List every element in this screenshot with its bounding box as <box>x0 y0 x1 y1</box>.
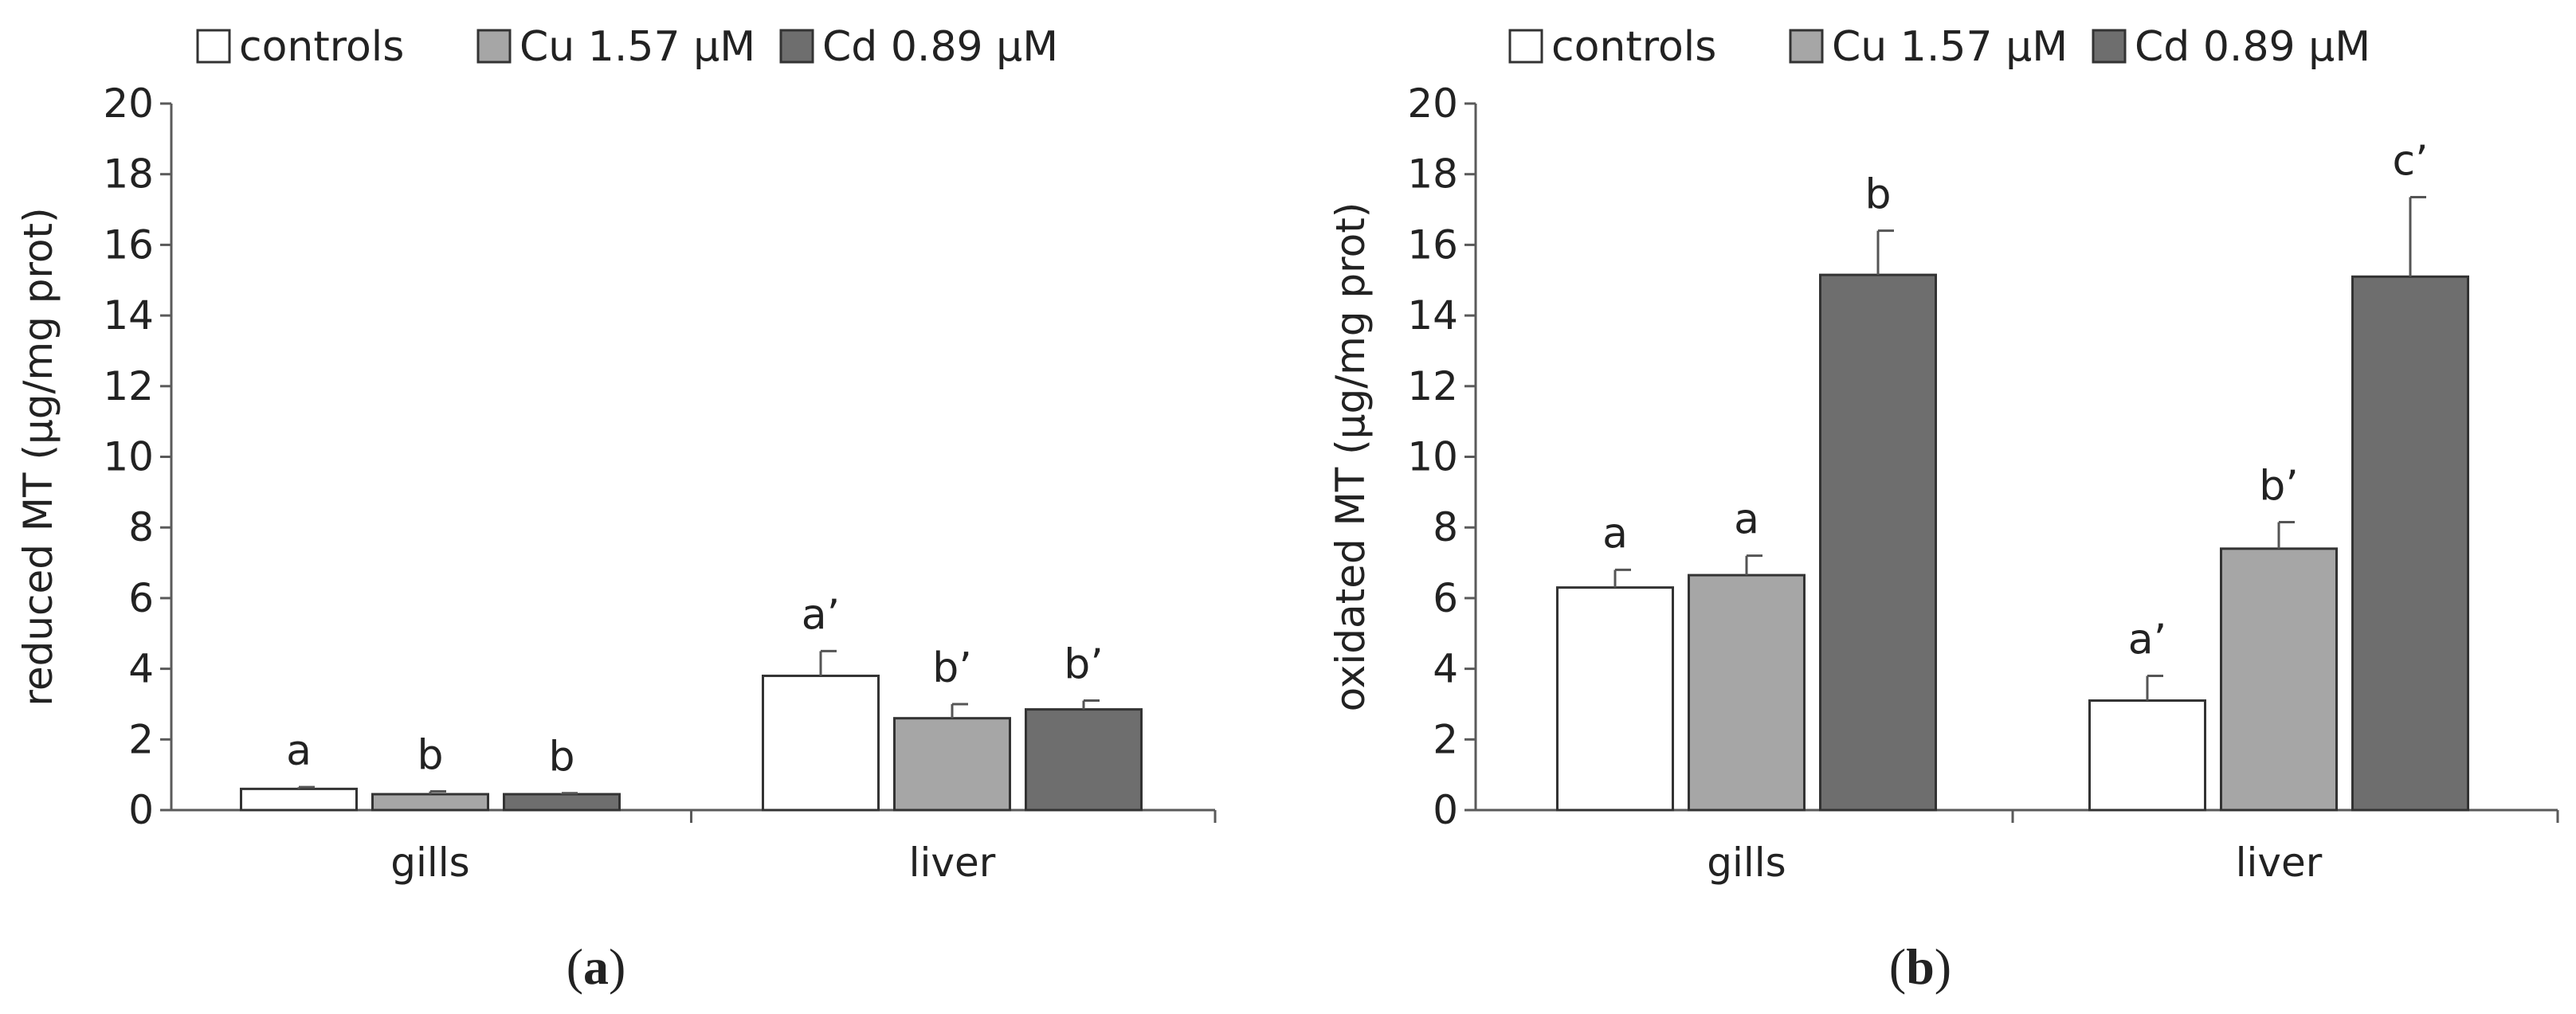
data-label-cu-liver: b’ <box>932 644 972 692</box>
bar-cu-gills <box>371 793 489 812</box>
y-tick-label: 0 <box>1433 787 1458 833</box>
y-axis-label: reduced MT (µg/mg prot) <box>15 207 61 706</box>
y-tick-label: 18 <box>1407 151 1458 198</box>
panel-b-oxidated-mt: 0 2 4 6 8 10 12 14 16 18 20 gills liver oxidated MT (… <box>1327 23 2559 995</box>
legend-swatch-cd <box>2092 29 2127 64</box>
x-tick-label-gills: gills <box>390 840 469 886</box>
y-tick-label: 4 <box>1433 646 1458 692</box>
bar-cu-gills <box>1688 574 1806 812</box>
bar-cu-liver <box>893 717 1011 812</box>
legend-swatch-cd <box>779 29 814 64</box>
bar-cd-liver <box>1025 708 1143 812</box>
y-tick-label: 8 <box>128 504 154 550</box>
bar-cd-gills <box>503 793 621 812</box>
y-tick-label: 18 <box>103 151 154 198</box>
panel-label: (a) <box>567 938 626 995</box>
legend-label-controls: controls <box>1551 23 1716 71</box>
bar-controls-gills <box>1556 586 1674 812</box>
bar-cu-liver <box>2220 547 2338 812</box>
bar-controls-liver <box>2088 699 2206 812</box>
data-label-cu-gills: a <box>1734 496 1759 544</box>
legend-swatch-controls <box>196 29 231 64</box>
y-tick-label: 20 <box>1407 80 1458 127</box>
bar-cd-liver <box>2351 275 2469 812</box>
data-label-cu-gills: b <box>417 731 443 779</box>
data-label-controls-liver: a’ <box>2128 616 2166 664</box>
y-tick-label: 12 <box>1407 363 1458 409</box>
x-tick-label-gills: gills <box>1707 840 1786 886</box>
y-tick-label: 16 <box>1407 221 1458 268</box>
data-label-cd-liver: b’ <box>1064 641 1104 689</box>
y-tick-label: 6 <box>128 575 154 621</box>
x-tick-label-liver: liver <box>909 840 996 886</box>
x-tick-label-liver: liver <box>2236 840 2323 886</box>
y-tick-label: 0 <box>128 787 154 833</box>
legend-swatch-cu <box>476 29 512 64</box>
y-tick-label: 2 <box>128 716 154 762</box>
y-tick-label: 10 <box>103 434 154 480</box>
y-tick-label: 10 <box>1407 434 1458 480</box>
bar-cd-gills <box>1819 273 1937 812</box>
legend-label-cd: Cd 0.89 µM <box>822 23 1058 71</box>
legend-label-cd: Cd 0.89 µM <box>2135 23 2370 71</box>
data-label-cd-gills: b <box>548 734 574 781</box>
y-tick-label: 8 <box>1433 504 1458 550</box>
data-label-controls-liver: a’ <box>802 591 840 639</box>
y-tick-label: 14 <box>1407 292 1458 339</box>
panel-a-reduced-mt: 0 2 4 6 8 10 12 14 16 18 20 gills liver reduced MT (µ… <box>15 23 1217 995</box>
y-axis-label: oxidated MT (µg/mg prot) <box>1327 202 1374 712</box>
y-tick-label: 4 <box>128 646 154 692</box>
y-tick-label: 16 <box>103 221 154 268</box>
y-tick-label: 12 <box>103 363 154 409</box>
bar-controls-gills <box>240 787 358 812</box>
data-label-cd-gills: b <box>1864 171 1891 219</box>
bar-controls-liver <box>762 674 880 812</box>
legend-label-controls: controls <box>239 23 404 71</box>
legend-label-cu: Cu 1.57 µM <box>1832 23 2068 71</box>
legend-label-cu: Cu 1.57 µM <box>520 23 755 71</box>
data-label-cu-liver: b’ <box>2259 463 2299 511</box>
y-tick-label: 2 <box>1433 716 1458 762</box>
data-label-controls-gills: a <box>286 727 312 775</box>
data-label-controls-gills: a <box>1602 510 1628 558</box>
y-tick-label: 14 <box>103 292 154 339</box>
legend-swatch-cu <box>1789 29 1824 64</box>
legend-swatch-controls <box>1508 29 1543 64</box>
y-tick-label: 6 <box>1433 575 1458 621</box>
data-label-cd-liver: c’ <box>2392 138 2428 186</box>
y-tick-label: 20 <box>103 80 154 127</box>
panel-label: (b) <box>1889 938 1951 995</box>
